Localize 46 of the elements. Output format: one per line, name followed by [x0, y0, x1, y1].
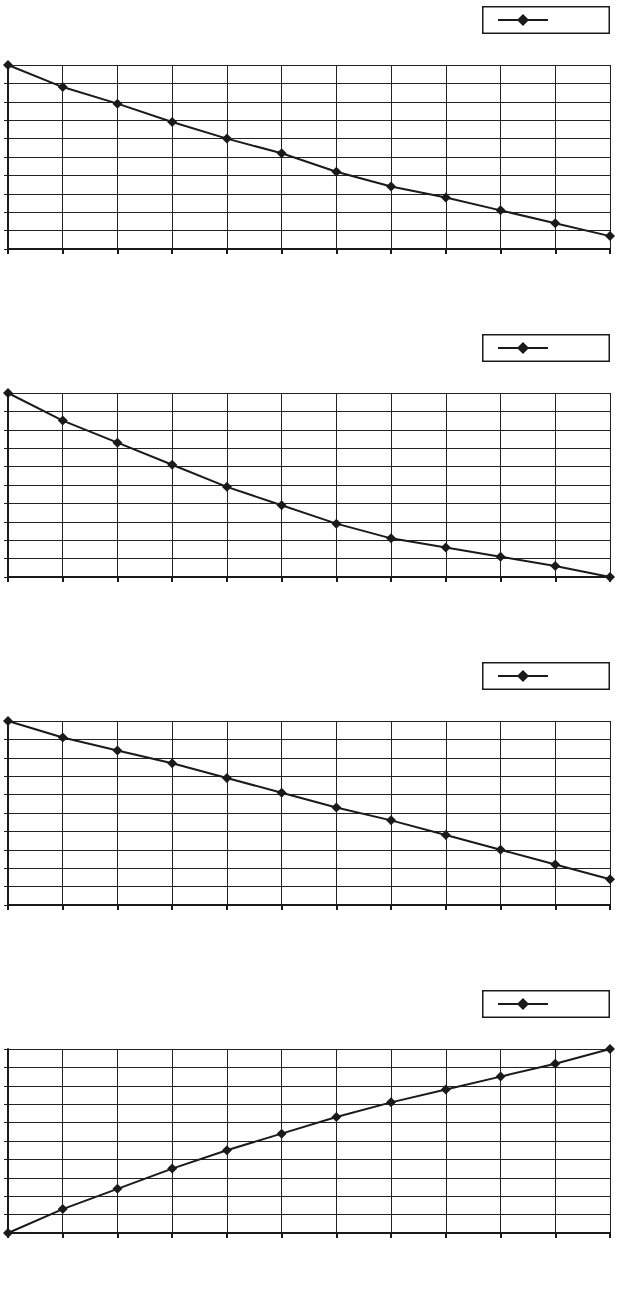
point — [167, 459, 178, 470]
point — [440, 542, 451, 553]
point — [331, 802, 342, 813]
point — [276, 148, 287, 159]
point — [550, 859, 561, 870]
point — [221, 773, 232, 784]
point — [495, 844, 506, 855]
point — [221, 133, 232, 144]
point — [495, 1071, 506, 1082]
point — [331, 518, 342, 529]
point — [221, 1145, 232, 1156]
point — [57, 82, 68, 93]
point — [221, 481, 232, 492]
point — [440, 192, 451, 203]
point — [386, 533, 397, 544]
point — [276, 787, 287, 798]
point — [495, 551, 506, 562]
point — [167, 758, 178, 769]
point — [57, 1204, 68, 1215]
point — [495, 205, 506, 216]
point — [550, 560, 561, 571]
point — [605, 1044, 615, 1054]
point — [605, 231, 615, 242]
point — [112, 1183, 123, 1194]
point — [3, 388, 13, 398]
point — [331, 1112, 342, 1123]
point — [3, 60, 13, 70]
point — [3, 716, 13, 726]
point — [112, 98, 123, 109]
point — [605, 874, 615, 885]
point — [440, 1084, 451, 1095]
point — [167, 117, 178, 128]
point — [167, 1163, 178, 1174]
point — [386, 181, 397, 192]
point — [276, 500, 287, 511]
point — [112, 437, 123, 448]
point — [550, 218, 561, 229]
point — [331, 166, 342, 177]
point — [440, 830, 451, 841]
point — [112, 745, 123, 756]
point — [57, 732, 68, 743]
point — [57, 415, 68, 426]
point — [386, 815, 397, 826]
point — [276, 1128, 287, 1139]
point — [550, 1058, 561, 1069]
point — [386, 1097, 397, 1108]
